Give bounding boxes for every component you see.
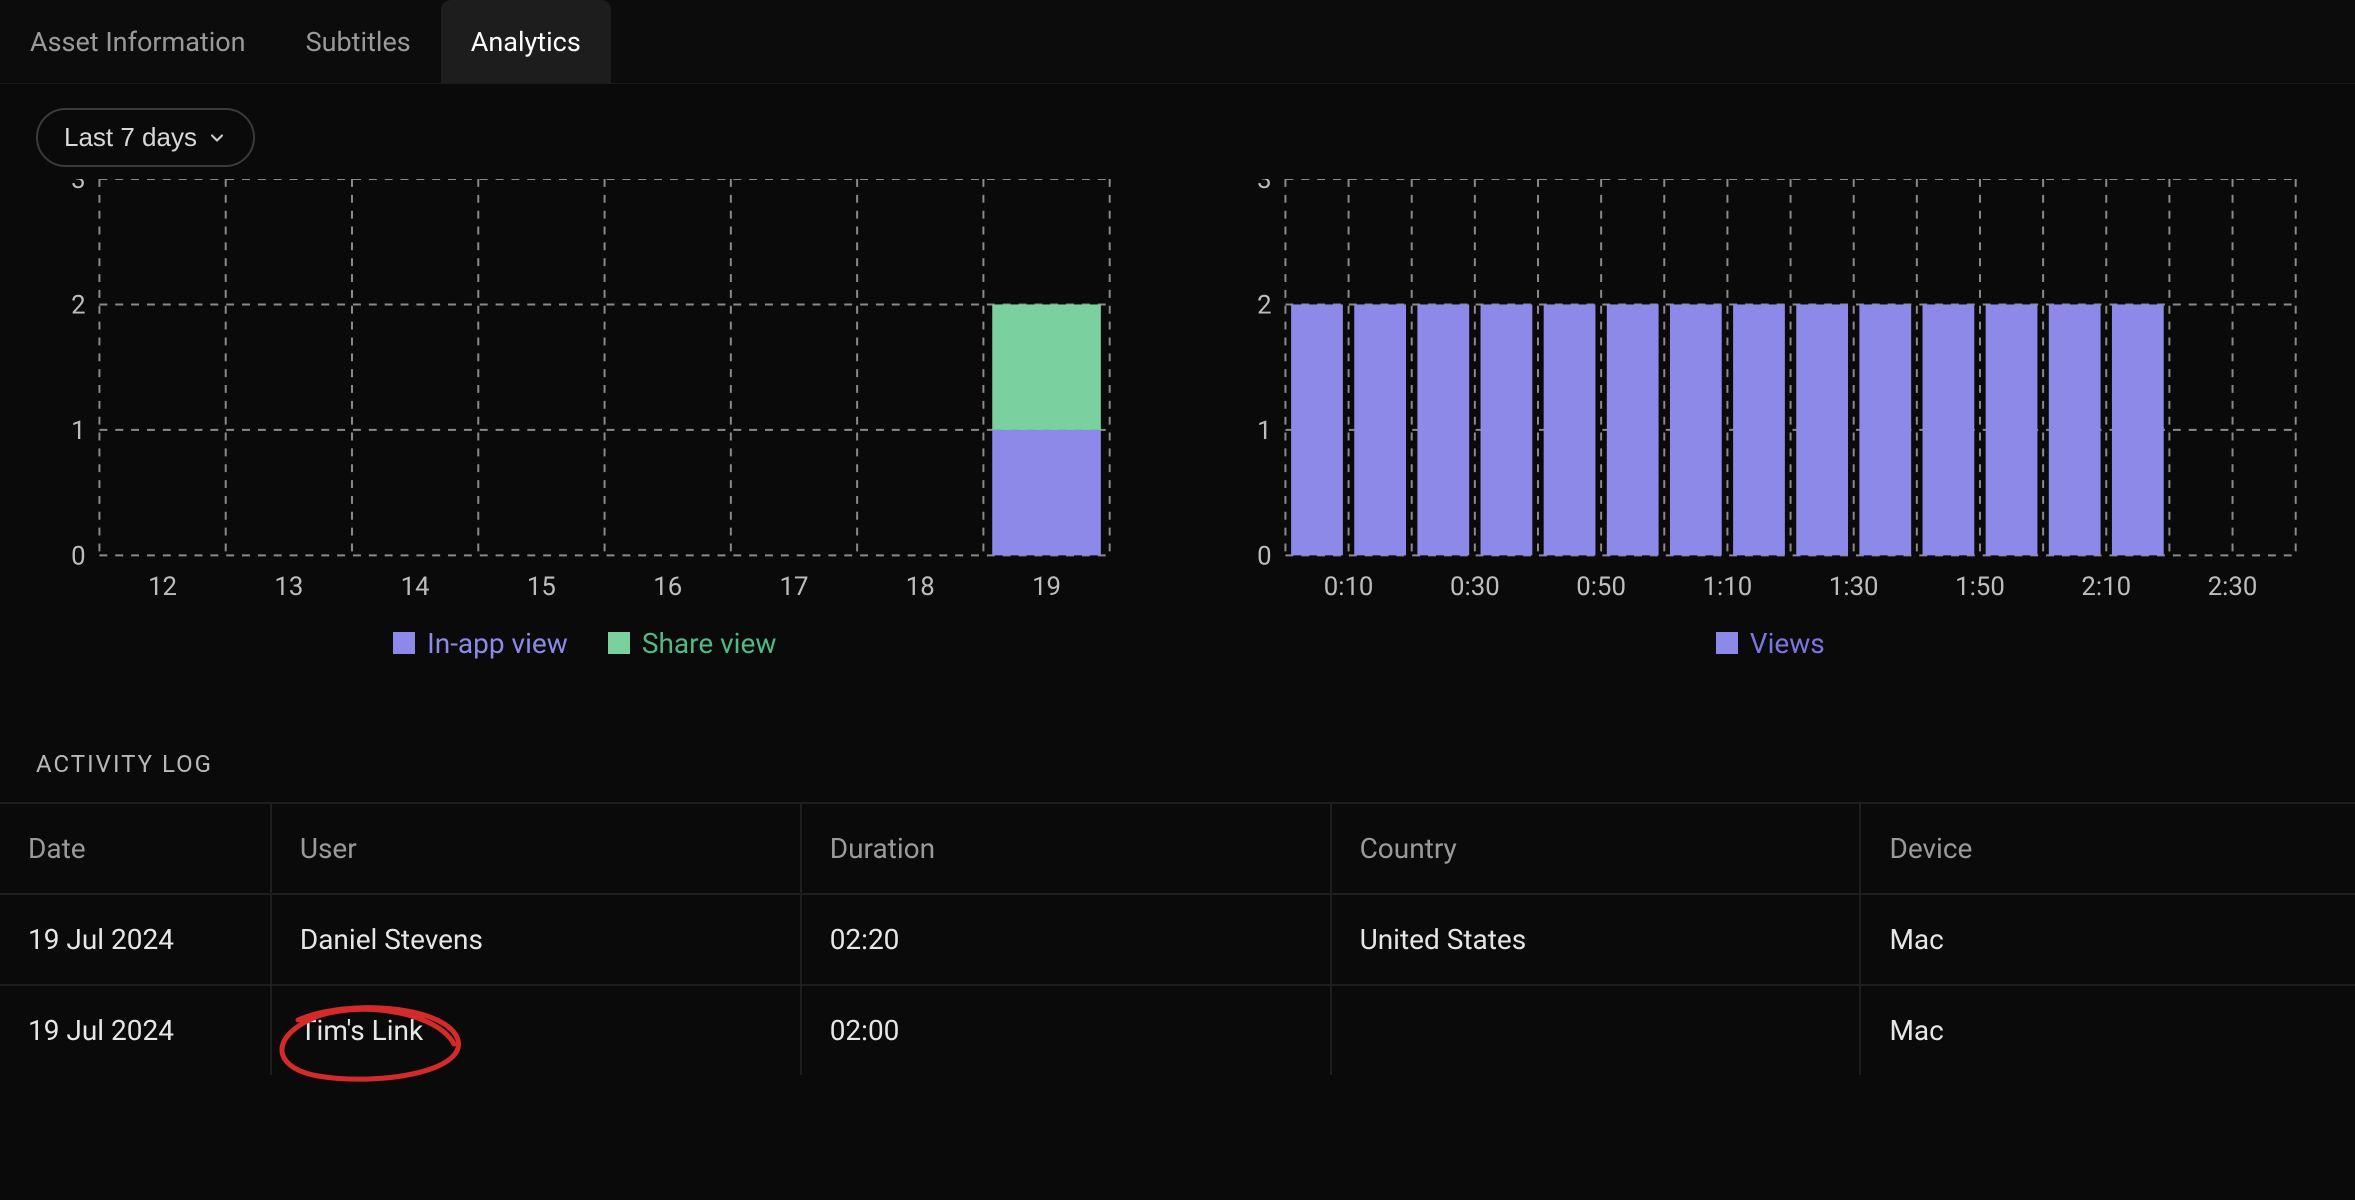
bar-views bbox=[1796, 304, 1848, 555]
svg-text:17: 17 bbox=[780, 572, 809, 602]
table-header-cell[interactable]: User bbox=[271, 803, 801, 894]
date-range-dropdown[interactable]: Last 7 days bbox=[36, 108, 255, 167]
tabs-bar: Asset Information Subtitles Analytics bbox=[0, 0, 2355, 84]
bar-views bbox=[1543, 304, 1595, 555]
bar-views bbox=[1417, 304, 1469, 555]
svg-text:15: 15 bbox=[527, 572, 556, 602]
svg-text:2: 2 bbox=[1257, 290, 1271, 320]
left-chart-wrap: 01231213141516171819 In-app viewShare vi… bbox=[40, 179, 1130, 660]
tab-subtitles[interactable]: Subtitles bbox=[276, 0, 441, 83]
views-over-time-chart: 0 1 2 3 0:10 0:30 0:50 1:10 1:30 1:50 2:10 2:30 bbox=[1226, 179, 2316, 615]
tab-label: Subtitles bbox=[306, 26, 411, 58]
right-chart-legend: Views bbox=[1226, 627, 2316, 660]
legend-item: Views bbox=[1716, 627, 1825, 660]
svg-text:3: 3 bbox=[1257, 179, 1271, 195]
table-cell: Mac bbox=[1860, 985, 2355, 1075]
table-row[interactable]: 19 Jul 2024Tim's Link02:00 Mac bbox=[0, 985, 2355, 1075]
activity-log-table: DateUserDurationCountryDevice19 Jul 2024… bbox=[0, 802, 2355, 1075]
left-chart-legend: In-app view Share view bbox=[40, 627, 1130, 660]
table-cell: United States bbox=[1331, 894, 1861, 985]
bar-views bbox=[1733, 304, 1785, 555]
annotation-circle bbox=[258, 992, 478, 1092]
table-cell: 19 Jul 2024 bbox=[0, 985, 271, 1075]
legend-item: In-app view bbox=[393, 627, 568, 660]
chevron-down-icon bbox=[207, 128, 227, 148]
svg-text:1:50: 1:50 bbox=[1955, 572, 2005, 602]
svg-text:0:30: 0:30 bbox=[1450, 572, 1500, 602]
svg-text:1:30: 1:30 bbox=[1828, 572, 1878, 602]
legend-label: Share view bbox=[642, 627, 777, 660]
table-header-cell[interactable]: Date bbox=[0, 803, 271, 894]
bar-share bbox=[992, 304, 1101, 429]
legend-label: In-app view bbox=[427, 627, 568, 660]
charts-row: 01231213141516171819 In-app viewShare vi… bbox=[0, 179, 2355, 660]
bar-views bbox=[2111, 304, 2163, 555]
svg-text:1:10: 1:10 bbox=[1702, 572, 1752, 602]
bar-views bbox=[1606, 304, 1658, 555]
table-row[interactable]: 19 Jul 2024Daniel Stevens02:20United Sta… bbox=[0, 894, 2355, 985]
table-cell: Mac bbox=[1860, 894, 2355, 985]
svg-text:16: 16 bbox=[653, 572, 682, 602]
svg-text:1: 1 bbox=[71, 416, 85, 446]
legend-item: Share view bbox=[608, 627, 777, 660]
svg-text:1: 1 bbox=[1257, 416, 1271, 446]
tab-label: Asset Information bbox=[30, 26, 246, 58]
svg-text:19: 19 bbox=[1032, 572, 1061, 602]
table-cell: 02:20 bbox=[801, 894, 1331, 985]
bar-views bbox=[1985, 304, 2037, 555]
tab-analytics[interactable]: Analytics bbox=[441, 0, 611, 83]
bar-in-app bbox=[992, 430, 1101, 555]
table-cell: Tim's Link bbox=[271, 985, 801, 1075]
svg-text:18: 18 bbox=[906, 572, 935, 602]
svg-text:12: 12 bbox=[148, 572, 177, 602]
legend-label: Views bbox=[1750, 627, 1825, 660]
bar-views bbox=[1922, 304, 1974, 555]
views-by-day-chart: 01231213141516171819 bbox=[40, 179, 1130, 615]
bar-views bbox=[1669, 304, 1721, 555]
activity-log-title: ACTIVITY LOG bbox=[0, 660, 2355, 802]
date-range-label: Last 7 days bbox=[64, 122, 197, 153]
table-header-cell[interactable]: Device bbox=[1860, 803, 2355, 894]
table-header-row: DateUserDurationCountryDevice bbox=[0, 803, 2355, 894]
bar-views bbox=[1859, 304, 1911, 555]
filter-row: Last 7 days bbox=[0, 84, 2355, 179]
tab-label: Analytics bbox=[471, 26, 581, 58]
svg-text:2:30: 2:30 bbox=[2207, 572, 2257, 602]
table-cell: 02:00 bbox=[801, 985, 1331, 1075]
table-cell: 19 Jul 2024 bbox=[0, 894, 271, 985]
bar-views bbox=[1354, 304, 1406, 555]
bar-views bbox=[1480, 304, 1532, 555]
svg-text:14: 14 bbox=[401, 572, 430, 602]
svg-text:0: 0 bbox=[1257, 541, 1271, 571]
svg-text:13: 13 bbox=[274, 572, 303, 602]
svg-text:2: 2 bbox=[71, 290, 85, 320]
right-chart-wrap: 0 1 2 3 0:10 0:30 0:50 1:10 1:30 1:50 2:10 2:30 Vie… bbox=[1226, 179, 2316, 660]
bar-views bbox=[2048, 304, 2100, 555]
table-header-cell[interactable]: Duration bbox=[801, 803, 1331, 894]
svg-text:0: 0 bbox=[71, 541, 85, 571]
legend-swatch bbox=[1716, 632, 1738, 654]
svg-text:0:50: 0:50 bbox=[1576, 572, 1626, 602]
legend-swatch bbox=[393, 632, 415, 654]
legend-swatch bbox=[608, 632, 630, 654]
tab-asset-information[interactable]: Asset Information bbox=[0, 0, 276, 83]
svg-text:2:10: 2:10 bbox=[2081, 572, 2131, 602]
table-cell: Daniel Stevens bbox=[271, 894, 801, 985]
table-header-cell[interactable]: Country bbox=[1331, 803, 1861, 894]
svg-text:3: 3 bbox=[71, 179, 85, 195]
table-cell bbox=[1331, 985, 1861, 1075]
svg-text:0:10: 0:10 bbox=[1323, 572, 1373, 602]
bar-views bbox=[1291, 304, 1343, 555]
